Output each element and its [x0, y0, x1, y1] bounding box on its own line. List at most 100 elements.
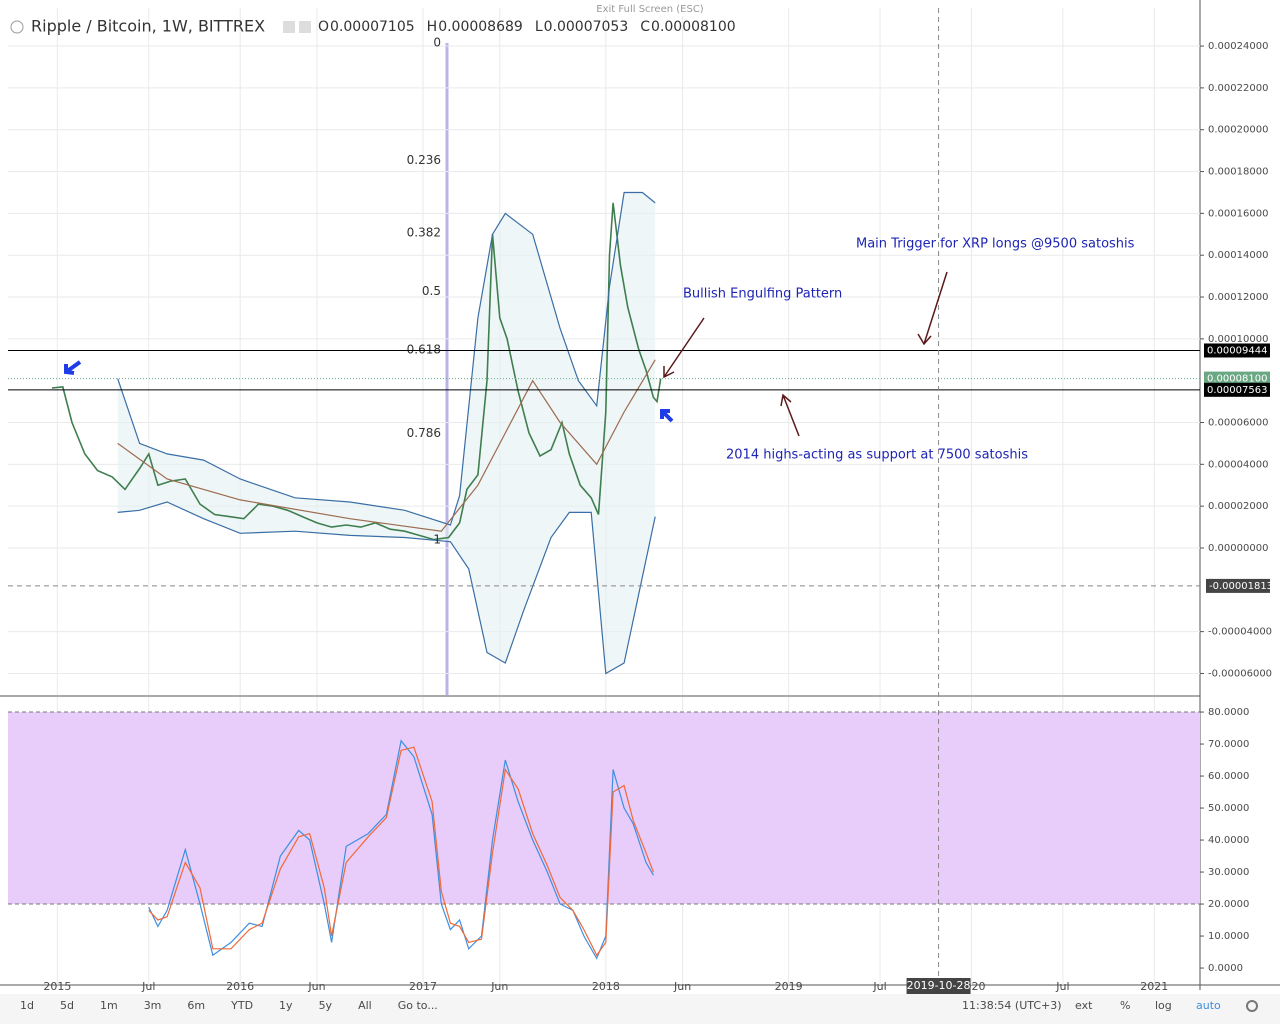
ohlc-value: 0.00008689 [438, 19, 523, 35]
y-tick-label: 10.0000 [1208, 931, 1249, 942]
blue-arrow [64, 360, 82, 375]
y-tick-label: -0.00004000 [1208, 627, 1272, 638]
option-button[interactable]: ext [1075, 999, 1093, 1012]
series-line [117, 501, 656, 675]
y-tick-label: 20.0000 [1208, 899, 1249, 910]
y-tick-label: 0.00018000 [1208, 167, 1268, 178]
ohlc-value: 0.00007105 [330, 19, 415, 35]
icon[interactable] [299, 21, 311, 33]
y-tick-label: 80.0000 [1208, 707, 1249, 718]
icon[interactable] [283, 21, 295, 33]
y-tick-label: 50.0000 [1208, 803, 1249, 814]
stoch-band [8, 712, 1200, 905]
x-tick-label: Jul [1055, 980, 1069, 993]
range-button[interactable]: YTD [230, 999, 253, 1012]
y-tick-label: -0.00006000 [1208, 668, 1272, 679]
arrow [663, 317, 705, 379]
price-label: 0.00009444 [1207, 345, 1267, 356]
x-tick-label: Jun [307, 980, 325, 993]
toolbar-buttons: 1d 5d 1m 3m 6m YTD 1y 5y All Go to... 11:38:54 (UT… [20, 999, 1258, 1012]
y-tick-label: 0.0000 [1208, 963, 1243, 974]
ohlc-key: C [640, 19, 650, 35]
x-tick-label: Jul [872, 980, 886, 993]
y-tick-label: 0.00024000 [1208, 41, 1268, 52]
exit-fullscreen[interactable]: Exit Full Screen (ESC) [596, 4, 704, 15]
goto-button[interactable]: Go to... [398, 999, 438, 1012]
y-tick-label: 0.00020000 [1208, 125, 1268, 136]
x-tick-label: 2018 [592, 980, 620, 993]
grids: 2015 Jul 2016 Jun 2017 Jun 2018 Jun 2019 Jul 2020 J… [8, 8, 1272, 993]
x-tick-label: 2015 [43, 980, 71, 993]
ohlc-key: H [427, 19, 438, 35]
series-line [148, 739, 654, 960]
y-tick-label: 0.00022000 [1208, 83, 1268, 94]
price-label: 0.00007563 [1207, 385, 1267, 396]
range-button[interactable]: 3m [144, 999, 162, 1012]
x-tick-label: 2021 [1140, 980, 1168, 993]
range-button[interactable]: 5d [60, 999, 74, 1012]
x-tick-label: Jun [490, 980, 508, 993]
series-line [117, 191, 656, 526]
arrow [917, 271, 948, 346]
fib-label: 0.5 [422, 284, 441, 298]
y-tick-label: 0.00010000 [1208, 334, 1268, 345]
y-tick-label: 30.0000 [1208, 867, 1249, 878]
price-label-box [1206, 578, 1270, 593]
ohlc-value: 0.00008100 [651, 19, 736, 35]
option-button[interactable]: % [1120, 999, 1130, 1012]
y-tick-label: 0.00012000 [1208, 292, 1268, 303]
ohlc: O 0.00007105 H 0.00008689 L 0.00007053 C 0.0000… [318, 19, 736, 35]
range-button[interactable]: 1d [20, 999, 34, 1012]
x-tick-label: 2019 [775, 980, 803, 993]
fib-label: 0.236 [407, 153, 441, 167]
toolbar [0, 994, 1280, 1024]
symbol-title[interactable]: Ripple / Bitcoin, 1W, BITTREX [31, 17, 265, 36]
annotation: Main Trigger for XRP longs @9500 satoshi… [856, 237, 1135, 252]
symbol-icon[interactable] [10, 20, 24, 34]
x-tick-label: Jul [141, 980, 155, 993]
series-line [51, 202, 662, 541]
annotation: Bullish Engulfing Pattern [683, 287, 842, 302]
y-tick-label: 0.00000000 [1208, 543, 1268, 554]
option-button[interactable]: log [1155, 999, 1172, 1012]
bb-fill [117, 192, 656, 674]
y-tick-label: 0.00004000 [1208, 459, 1268, 470]
y-tick-label: 0.00014000 [1208, 250, 1268, 261]
option-button[interactable]: auto [1196, 999, 1221, 1012]
price-label: 0.00008100 [1207, 374, 1267, 385]
fib-label: 0 [433, 36, 441, 50]
marker-box [906, 978, 971, 994]
range-button[interactable]: 1m [100, 999, 118, 1012]
y-tick-label: 60.0000 [1208, 771, 1249, 782]
price-label-box [1204, 371, 1270, 386]
range-button[interactable]: 1y [279, 999, 293, 1012]
fib-label: 0.786 [407, 426, 441, 440]
exit-box[interactable] [594, 0, 706, 16]
annotation: 2014 highs-acting as support at 7500 sat… [726, 448, 1028, 463]
range-button[interactable]: 6m [187, 999, 205, 1012]
ohlc-key: L [535, 19, 543, 35]
plots: 00.2360.3820.50.6180.78610.000094440.000… [8, 8, 1273, 994]
blue-arrow [660, 409, 674, 423]
x-tick-label: 2016 [226, 980, 254, 993]
price-label-box [1204, 343, 1270, 358]
y-tick-label: 40.0000 [1208, 835, 1249, 846]
series-line [148, 746, 654, 957]
settings-icon[interactable] [1246, 1000, 1258, 1012]
y-tick-label: 0.00016000 [1208, 208, 1268, 219]
y-tick-label: 70.0000 [1208, 739, 1249, 750]
marker-label: 2019-10-28 [907, 979, 971, 992]
x-tick-label: Jun [673, 980, 691, 993]
ohlc-key: O [318, 19, 329, 35]
ohlc-value: 0.00007053 [544, 19, 629, 35]
series-line [117, 359, 656, 532]
arrows [663, 271, 948, 437]
range-button[interactable]: 5y [319, 999, 333, 1012]
fib-label: 0.618 [407, 343, 441, 357]
range-button[interactable]: All [358, 999, 372, 1012]
price-label-box [1204, 382, 1270, 397]
y-tick-label: 0.00002000 [1208, 501, 1268, 512]
y-tick-label: 0.00006000 [1208, 418, 1268, 429]
fib-label: 1 [433, 533, 441, 547]
